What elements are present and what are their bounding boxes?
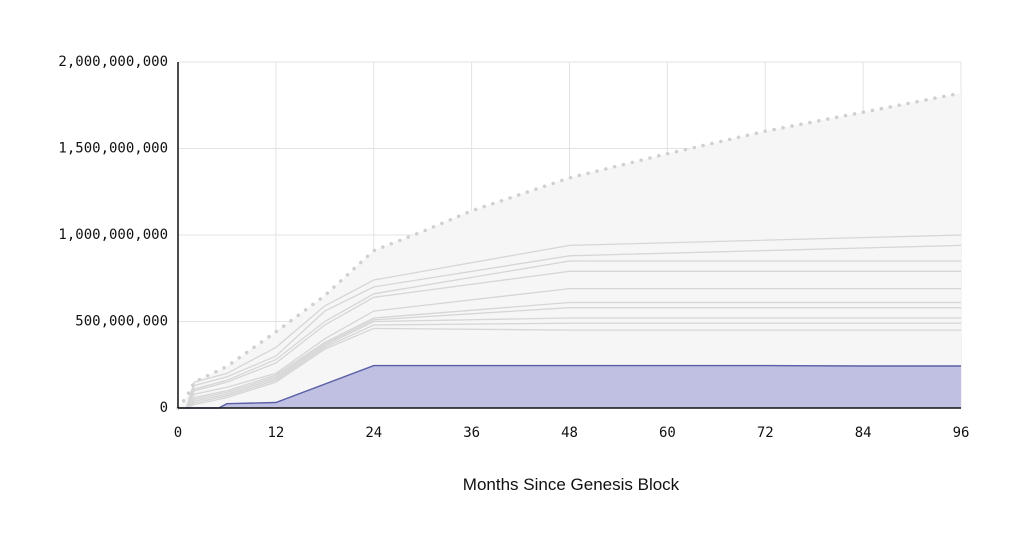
y-tick-label-4: 2,000,000,000 (58, 54, 168, 70)
background-series-line-7 (185, 317, 961, 409)
x-tick-label-7: 84 (855, 425, 872, 441)
x-tick-label-2: 24 (365, 425, 382, 441)
background-series-line-8 (185, 322, 961, 409)
x-tick-label-0: 0 (174, 425, 182, 441)
background-series-line-5 (185, 301, 961, 409)
highlighted-series-line (178, 364, 961, 409)
total-supply-area (178, 93, 961, 408)
background-series-line-3 (185, 270, 961, 409)
axes (177, 62, 961, 409)
x-tick-label-6: 72 (757, 425, 774, 441)
y-tick-label-3: 1,500,000,000 (58, 141, 168, 157)
y-axis-tick-labels: 0 500,000,000 1,000,000,000 1,500,000,000 2,… (58, 54, 168, 416)
highlighted-series-area (178, 365, 961, 408)
y-tick-label-0: 0 (160, 400, 168, 416)
x-axis-tick-labels: 0 12 24 36 48 60 72 84 96 (174, 425, 970, 441)
x-tick-label-5: 60 (659, 425, 676, 441)
total-supply-line (176, 91, 963, 410)
background-series-line-4 (185, 287, 961, 409)
background-series-line-6 (185, 307, 961, 409)
background-series-line-9 (185, 327, 961, 409)
x-tick-label-4: 48 (561, 425, 578, 441)
x-tick-label-3: 36 (463, 425, 480, 441)
total-supply-dotted-line (176, 91, 963, 410)
x-axis-title: Months Since Genesis Block (463, 475, 680, 494)
x-tick-label-8: 96 (953, 425, 970, 441)
background-series-line-2 (185, 260, 961, 409)
plot-areas (178, 93, 961, 408)
highlighted-series (178, 364, 961, 409)
background-series-line-1 (185, 244, 962, 409)
background-series-lines (185, 234, 962, 409)
y-tick-label-1: 500,000,000 (75, 314, 168, 330)
x-tick-label-1: 12 (267, 425, 284, 441)
y-tick-label-2: 1,000,000,000 (58, 227, 168, 243)
